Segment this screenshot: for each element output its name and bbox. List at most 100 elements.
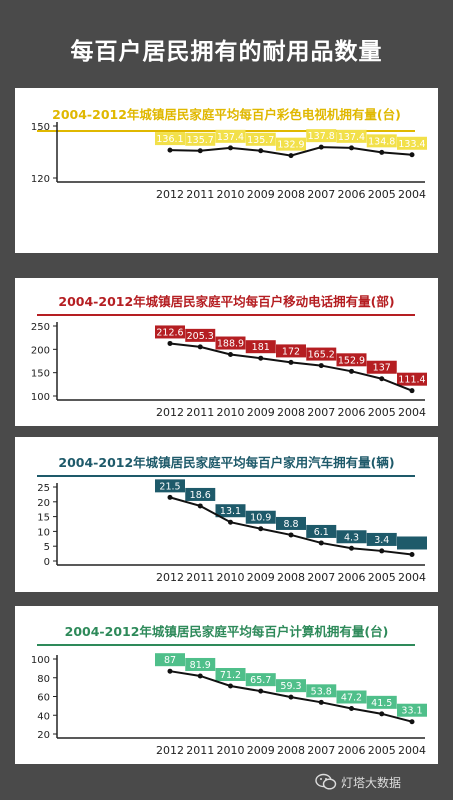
data-point xyxy=(409,551,415,557)
chart-panel-mobile: 2004-2012年城镇居民家庭平均每百户移动电话拥有量(部) 250 200 15… xyxy=(15,278,438,426)
chart-title: 2004-2012年城镇居民家庭平均每百户家用汽车拥有量(辆) xyxy=(58,455,395,470)
chart-panel-tv: 2004-2012年城镇居民家庭平均每百户彩色电视机拥有量(台) 150 120 2… xyxy=(15,88,438,253)
y-tick-label: 200 xyxy=(31,345,50,356)
data-label-box xyxy=(306,524,337,538)
data-label-box xyxy=(215,504,246,518)
data-label-box xyxy=(397,372,427,386)
x-tick-label: 2004 xyxy=(398,188,426,201)
x-tick-label: 2012 xyxy=(156,744,184,757)
data-label: 135.7 xyxy=(247,135,274,146)
x-tick-label: 2008 xyxy=(277,744,305,757)
data-label: 18.6 xyxy=(190,490,211,501)
x-tick-label: 2004 xyxy=(398,744,426,757)
data-label: 111.4 xyxy=(398,375,425,386)
data-point xyxy=(288,532,294,538)
data-point xyxy=(288,694,294,700)
data-label: 33.1 xyxy=(401,706,422,717)
data-point xyxy=(167,494,173,500)
data-label-box xyxy=(276,516,306,530)
data-point xyxy=(197,148,203,154)
y-tick-label: 100 xyxy=(31,655,50,666)
x-tick-label: 2009 xyxy=(247,571,275,584)
data-label: 87 xyxy=(164,655,176,666)
data-label: 81.9 xyxy=(190,660,211,671)
x-tick-label: 2007 xyxy=(307,571,335,584)
footer-brand-text: 灯塔大数据 xyxy=(341,775,402,790)
data-label-box xyxy=(306,129,337,143)
x-tick-label: 2010 xyxy=(217,744,245,757)
data-label: 135.7 xyxy=(187,135,214,146)
data-label-box xyxy=(276,679,306,693)
x-tick-label: 2010 xyxy=(217,406,245,419)
x-tick-label: 2010 xyxy=(217,188,245,201)
x-tick-label: 2012 xyxy=(156,406,184,419)
data-label: 53.8 xyxy=(311,686,332,697)
data-label: 137.8 xyxy=(308,131,335,142)
x-tick-label: 2006 xyxy=(338,744,366,757)
data-point xyxy=(228,519,233,525)
data-label-box xyxy=(366,134,397,148)
data-point xyxy=(288,359,294,365)
data-point xyxy=(197,673,203,679)
data-point xyxy=(318,540,324,546)
data-label: 41.5 xyxy=(371,698,392,709)
y-tick-label: 150 xyxy=(31,369,50,380)
data-label: 205.3 xyxy=(187,331,214,342)
data-label: 137.4 xyxy=(338,132,365,143)
data-label-box xyxy=(306,347,337,361)
data-point xyxy=(167,668,173,674)
data-label-box xyxy=(245,132,276,146)
data-label: 4.3 xyxy=(344,532,359,543)
data-point xyxy=(379,711,385,717)
data-label: 3.4 xyxy=(374,535,389,546)
data-label: 10.9 xyxy=(250,513,271,524)
data-point xyxy=(167,340,173,346)
data-point xyxy=(258,148,264,154)
data-label: 134.8 xyxy=(368,136,395,147)
data-label: 21.5 xyxy=(159,481,180,492)
data-label-box xyxy=(155,653,185,667)
data-point xyxy=(318,699,324,705)
x-tick-label: 2011 xyxy=(186,188,214,201)
x-tick-label: 2007 xyxy=(307,188,335,201)
chart-title: 2004-2012年城镇居民家庭平均每百户移动电话拥有量(部) xyxy=(58,294,395,309)
data-point xyxy=(288,153,294,159)
data-label: 13.1 xyxy=(220,506,241,517)
data-label-box xyxy=(336,353,367,367)
y-tick-label: 100 xyxy=(31,392,50,403)
data-point xyxy=(228,352,233,358)
data-point xyxy=(197,344,203,350)
y-tick-label: 20 xyxy=(37,730,50,741)
data-label: 172 xyxy=(282,346,300,357)
data-label-box xyxy=(336,690,367,704)
data-label-box xyxy=(215,336,246,350)
title-underline xyxy=(37,314,415,316)
data-label: 152.9 xyxy=(338,355,365,366)
data-point xyxy=(228,145,233,151)
x-tick-label: 2011 xyxy=(186,744,214,757)
x-tick-label: 2008 xyxy=(277,406,305,419)
data-label: 137.4 xyxy=(217,132,244,143)
y-tick-label: 60 xyxy=(37,693,50,704)
y-tick-label: 120 xyxy=(31,174,50,185)
data-label: 133.4 xyxy=(398,139,425,150)
x-tick-label: 2012 xyxy=(156,571,184,584)
data-label: 165.2 xyxy=(308,350,335,361)
data-point xyxy=(318,363,324,369)
data-label: 59.3 xyxy=(280,681,301,692)
chart-panel-car: 2004-2012年城镇居民家庭平均每百户家用汽车拥有量(辆) 25 20 15 10… xyxy=(15,437,438,592)
data-label-box xyxy=(276,137,306,151)
x-tick-label: 2008 xyxy=(277,571,305,584)
y-tick-label: 250 xyxy=(31,322,50,333)
data-label-box xyxy=(366,695,397,709)
chart-title: 2004-2012年城镇居民家庭平均每百户彩色电视机拥有量(台) xyxy=(52,107,401,122)
data-label: 136.1 xyxy=(156,134,183,145)
data-point xyxy=(349,706,354,711)
data-point xyxy=(379,149,385,155)
x-tick-label: 2008 xyxy=(277,188,305,201)
data-label-box xyxy=(155,132,185,146)
title-underline xyxy=(37,644,415,646)
data-label-box xyxy=(245,340,276,354)
data-label-box xyxy=(397,136,427,150)
